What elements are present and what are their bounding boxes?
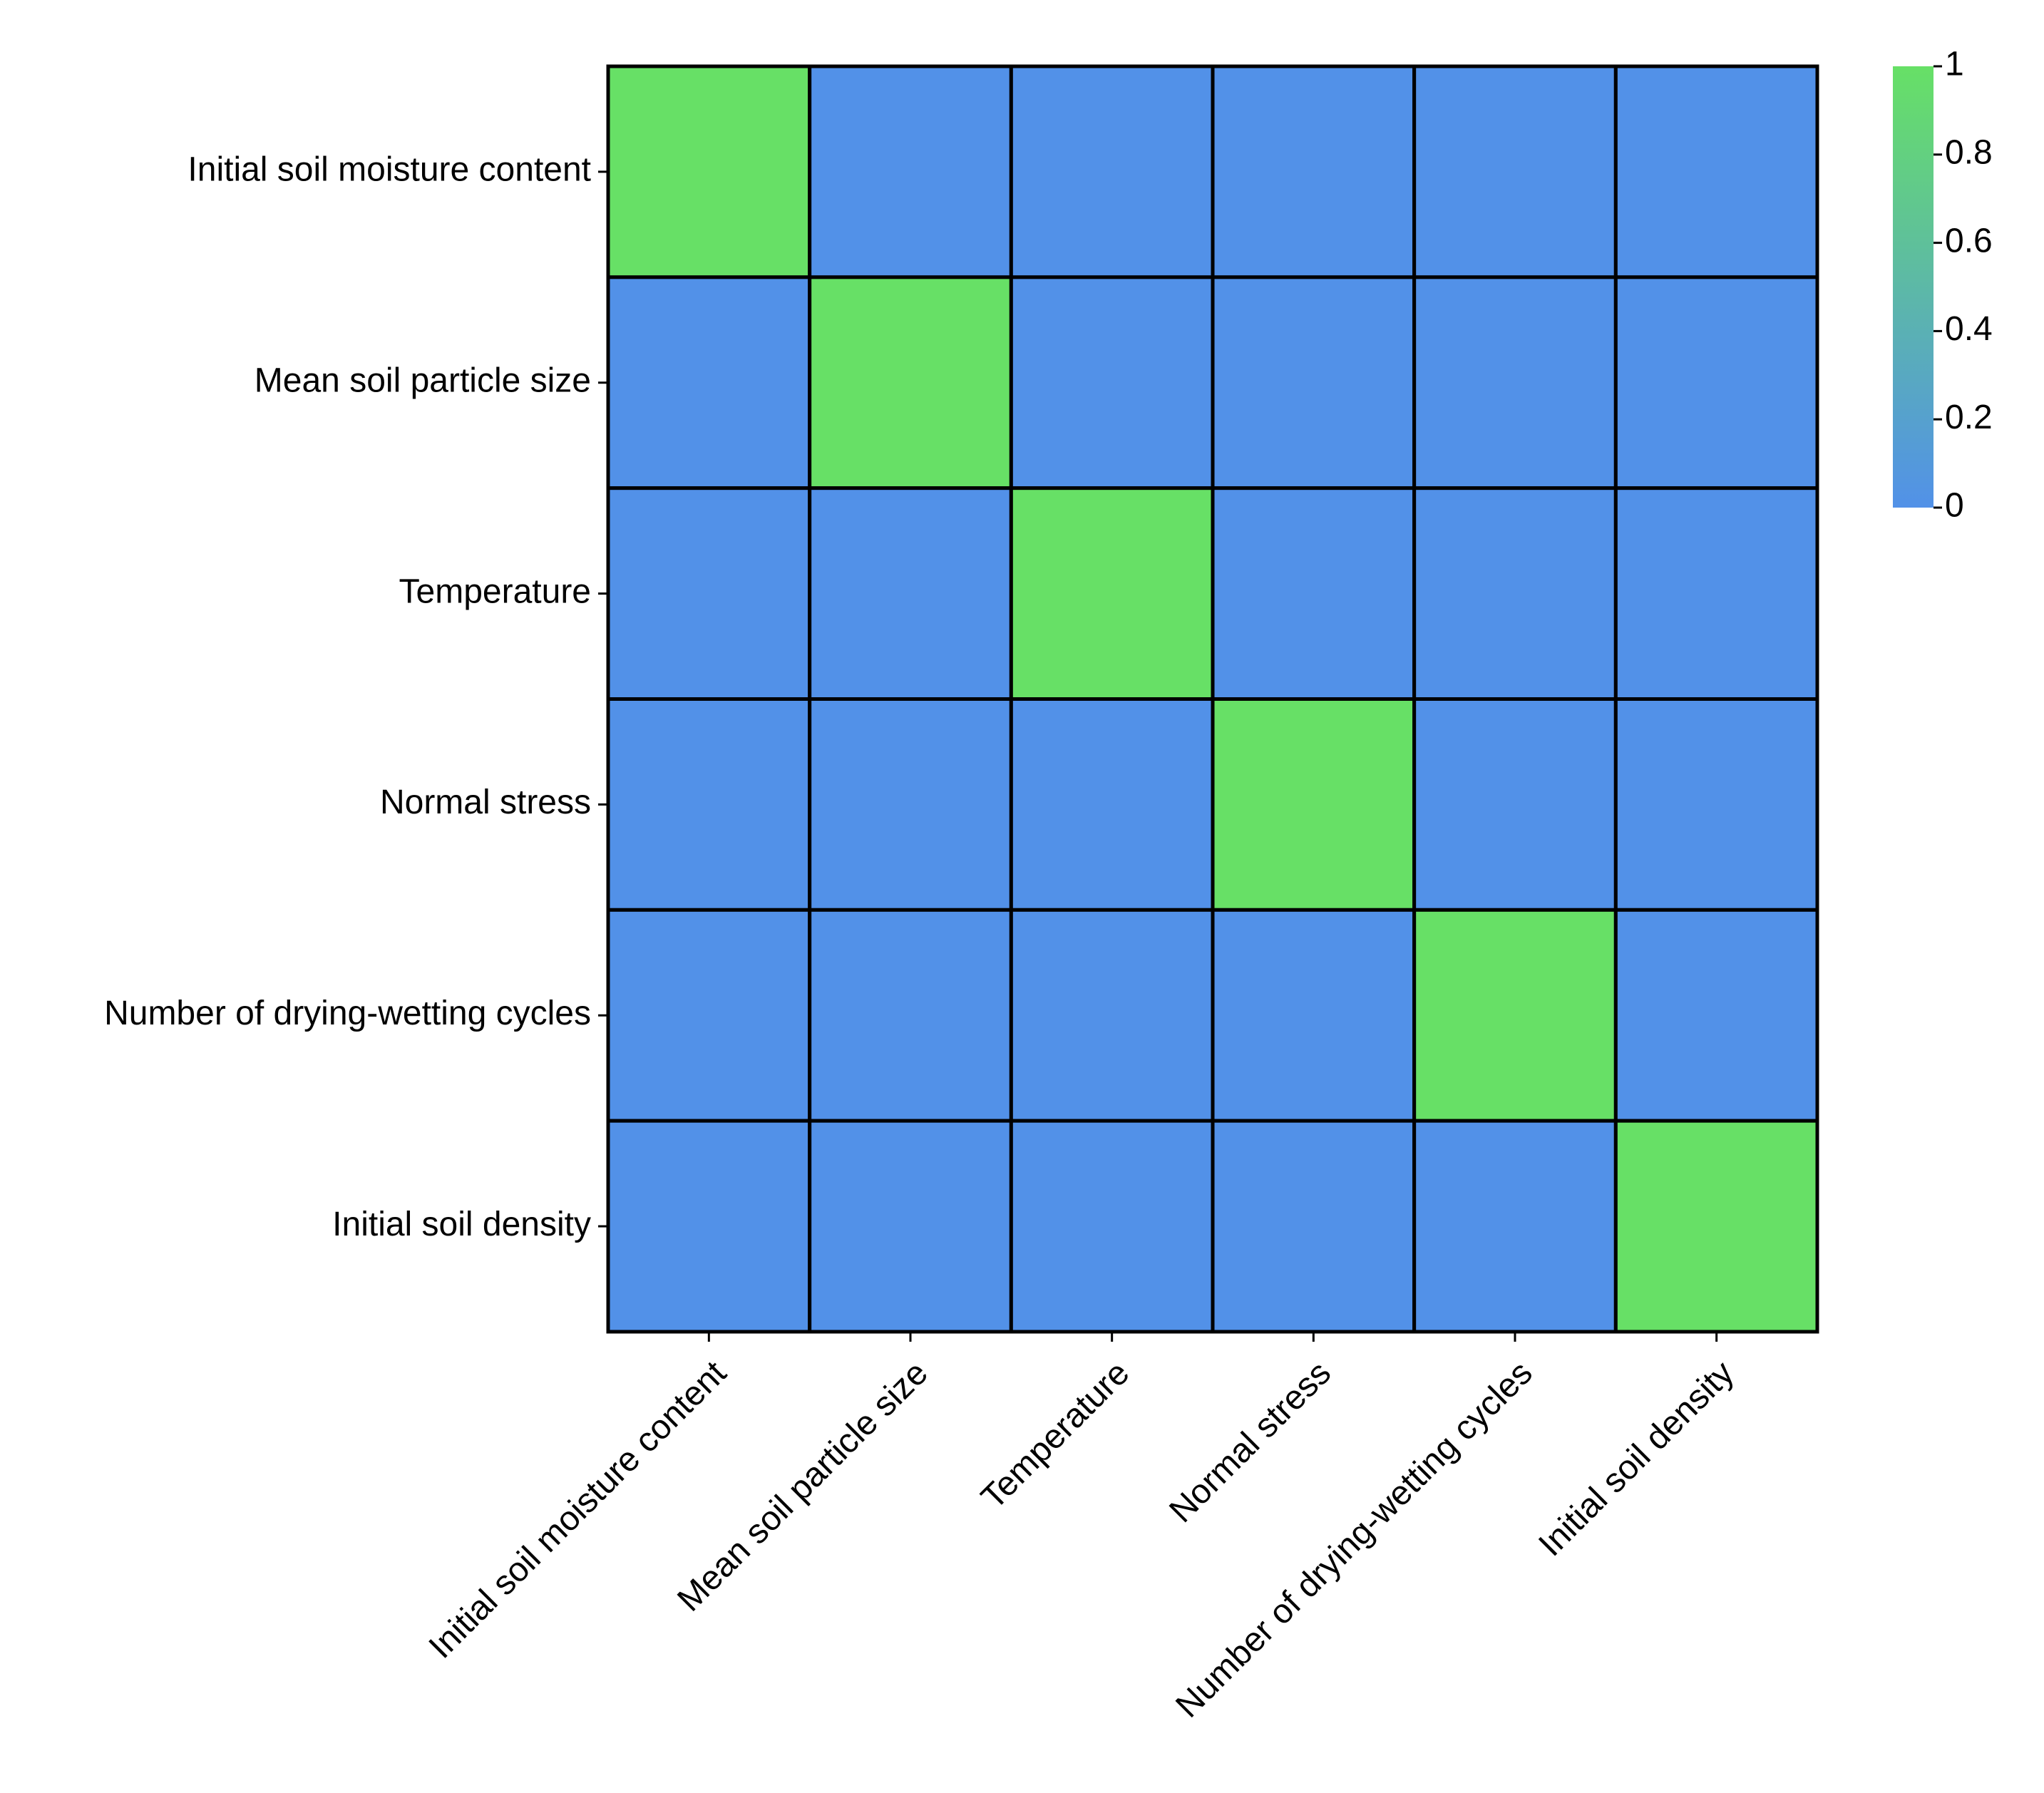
colorbar-tick-label: 1 (1945, 46, 1964, 83)
colorbar: 0 0.2 0.4 0.6 0.8 1 (1893, 46, 1993, 525)
y-tick-label: Mean soil particle size (255, 361, 591, 399)
heatmap-cell (1211, 697, 1417, 912)
heatmap-cell (606, 1119, 812, 1334)
colorbar-tick-label: 0.4 (1945, 310, 1993, 348)
heatmap-cell (1412, 908, 1618, 1123)
heatmap-cell (1009, 275, 1215, 490)
heatmap-cell (1412, 64, 1618, 279)
heatmap-cell (1211, 486, 1417, 702)
colorbar-tick-label: 0 (1945, 487, 1964, 525)
y-tick-label: Initial soil moisture content (188, 151, 591, 189)
heatmap-cell (1009, 1119, 1215, 1334)
heatmap-cell (1412, 1119, 1618, 1334)
heatmap-cell (808, 1119, 1013, 1334)
colorbar-tick-label: 0.8 (1945, 133, 1993, 171)
heatmap-cell (808, 64, 1013, 279)
heatmap-cell (1613, 908, 1819, 1123)
heatmap-cell (1412, 486, 1618, 702)
heatmap-cell (606, 275, 812, 490)
heatmap-cell (808, 908, 1013, 1123)
y-tick-label: Number of drying-wetting cycles (104, 995, 591, 1032)
colorbar-tick-label: 0.6 (1945, 222, 1993, 260)
heatmap-cell (1009, 697, 1215, 912)
colorbar-gradient (1893, 66, 1933, 508)
heatmap-frame (606, 64, 1819, 1334)
y-axis-labels: Initial soil moisture content Mean soil p… (104, 151, 608, 1243)
heatmap-cell (1009, 64, 1215, 279)
x-tick-label: Normal stress (1162, 1354, 1338, 1530)
heatmap-cell (1613, 64, 1819, 279)
heatmap-cell (606, 64, 812, 279)
heatmap-cell (1211, 275, 1417, 490)
colorbar-tick-label: 0.2 (1945, 399, 1993, 436)
heatmap-cell (1009, 908, 1215, 1123)
heatmap-cell (1412, 697, 1618, 912)
heatmap-cell (1412, 275, 1618, 490)
x-tick-label: Number of drying-wetting cycles (1169, 1354, 1539, 1725)
heatmap-cell (606, 486, 812, 702)
y-tick-label: Normal stress (380, 784, 591, 821)
heatmap-cell (1613, 697, 1819, 912)
x-tick-label: Temperature (974, 1354, 1136, 1516)
y-tick-label: Temperature (399, 572, 591, 610)
heatmap-cell (808, 486, 1013, 702)
heatmap-cell (606, 908, 812, 1123)
heatmap-cell (1613, 1119, 1819, 1334)
heatmap-cells (606, 64, 1819, 1334)
heatmap-cell (1009, 486, 1215, 702)
heatmap-cell (1211, 64, 1417, 279)
heatmap-cell (1613, 275, 1819, 490)
heatmap-cell (1211, 1119, 1417, 1334)
heatmap-cell (808, 275, 1013, 490)
y-tick-label: Initial soil density (332, 1206, 591, 1243)
heatmap-cell (606, 697, 812, 912)
heatmap-cell (808, 697, 1013, 912)
x-tick-label: Initial soil density (1531, 1354, 1741, 1563)
heatmap-cell (1211, 908, 1417, 1123)
heatmap-cell (1613, 486, 1819, 702)
x-tick-label: Initial soil moisture content (422, 1354, 734, 1665)
